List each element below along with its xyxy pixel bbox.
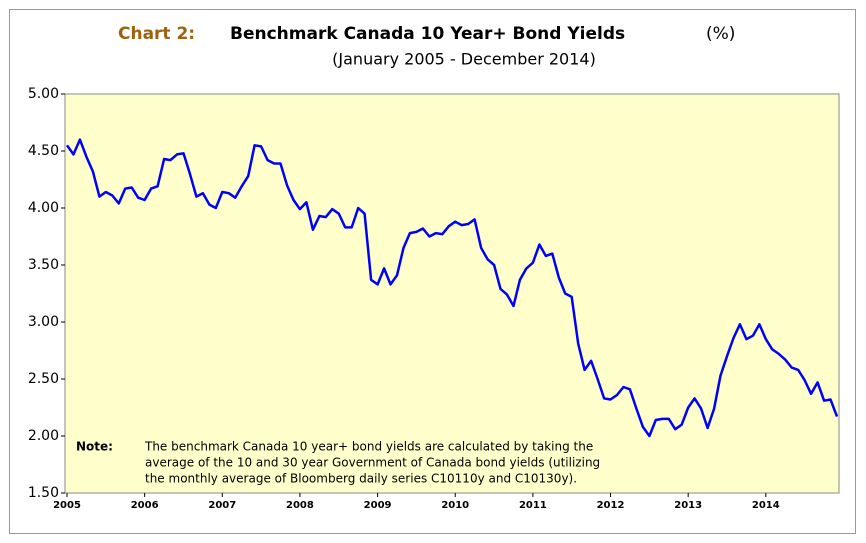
chart-subtitle: (January 2005 - December 2014) xyxy=(332,50,596,69)
y-tick-label: 5.00 xyxy=(28,86,59,102)
x-tick-label: 2010 xyxy=(441,500,469,511)
note-line: average of the 10 and 30 year Government… xyxy=(145,456,600,470)
chart-title: Benchmark Canada 10 Year+ Bond Yields xyxy=(230,24,625,44)
note-label: Note: xyxy=(76,440,113,454)
chart-title-label: Chart 2: xyxy=(118,24,195,44)
y-tick-label: 4.00 xyxy=(28,200,59,216)
chart-title-unit: (%) xyxy=(706,24,735,44)
x-tick-label: 2006 xyxy=(131,500,159,511)
x-tick-label: 2014 xyxy=(752,500,780,511)
x-tick-label: 2012 xyxy=(597,500,625,511)
y-tick-label: 2.00 xyxy=(28,428,59,444)
x-tick-label: 2008 xyxy=(286,500,314,511)
y-tick-label: 4.50 xyxy=(28,143,59,159)
line xyxy=(65,138,839,438)
x-tick-label: 2007 xyxy=(208,500,236,511)
y-tick-label: 2.50 xyxy=(28,371,59,387)
x-tick-label: 2011 xyxy=(519,500,547,511)
plot-area xyxy=(64,93,840,494)
x-tick-label: 2013 xyxy=(674,500,702,511)
note-line: the monthly average of Bloomberg daily s… xyxy=(145,472,577,486)
x-tick-label: 2005 xyxy=(53,500,81,511)
y-tick-label: 1.50 xyxy=(28,485,59,501)
note-line: The benchmark Canada 10 year+ bond yield… xyxy=(144,440,593,454)
x-tick-label: 2009 xyxy=(364,500,392,511)
y-tick-label: 3.50 xyxy=(28,257,59,273)
y-tick-label: 3.00 xyxy=(28,314,59,330)
